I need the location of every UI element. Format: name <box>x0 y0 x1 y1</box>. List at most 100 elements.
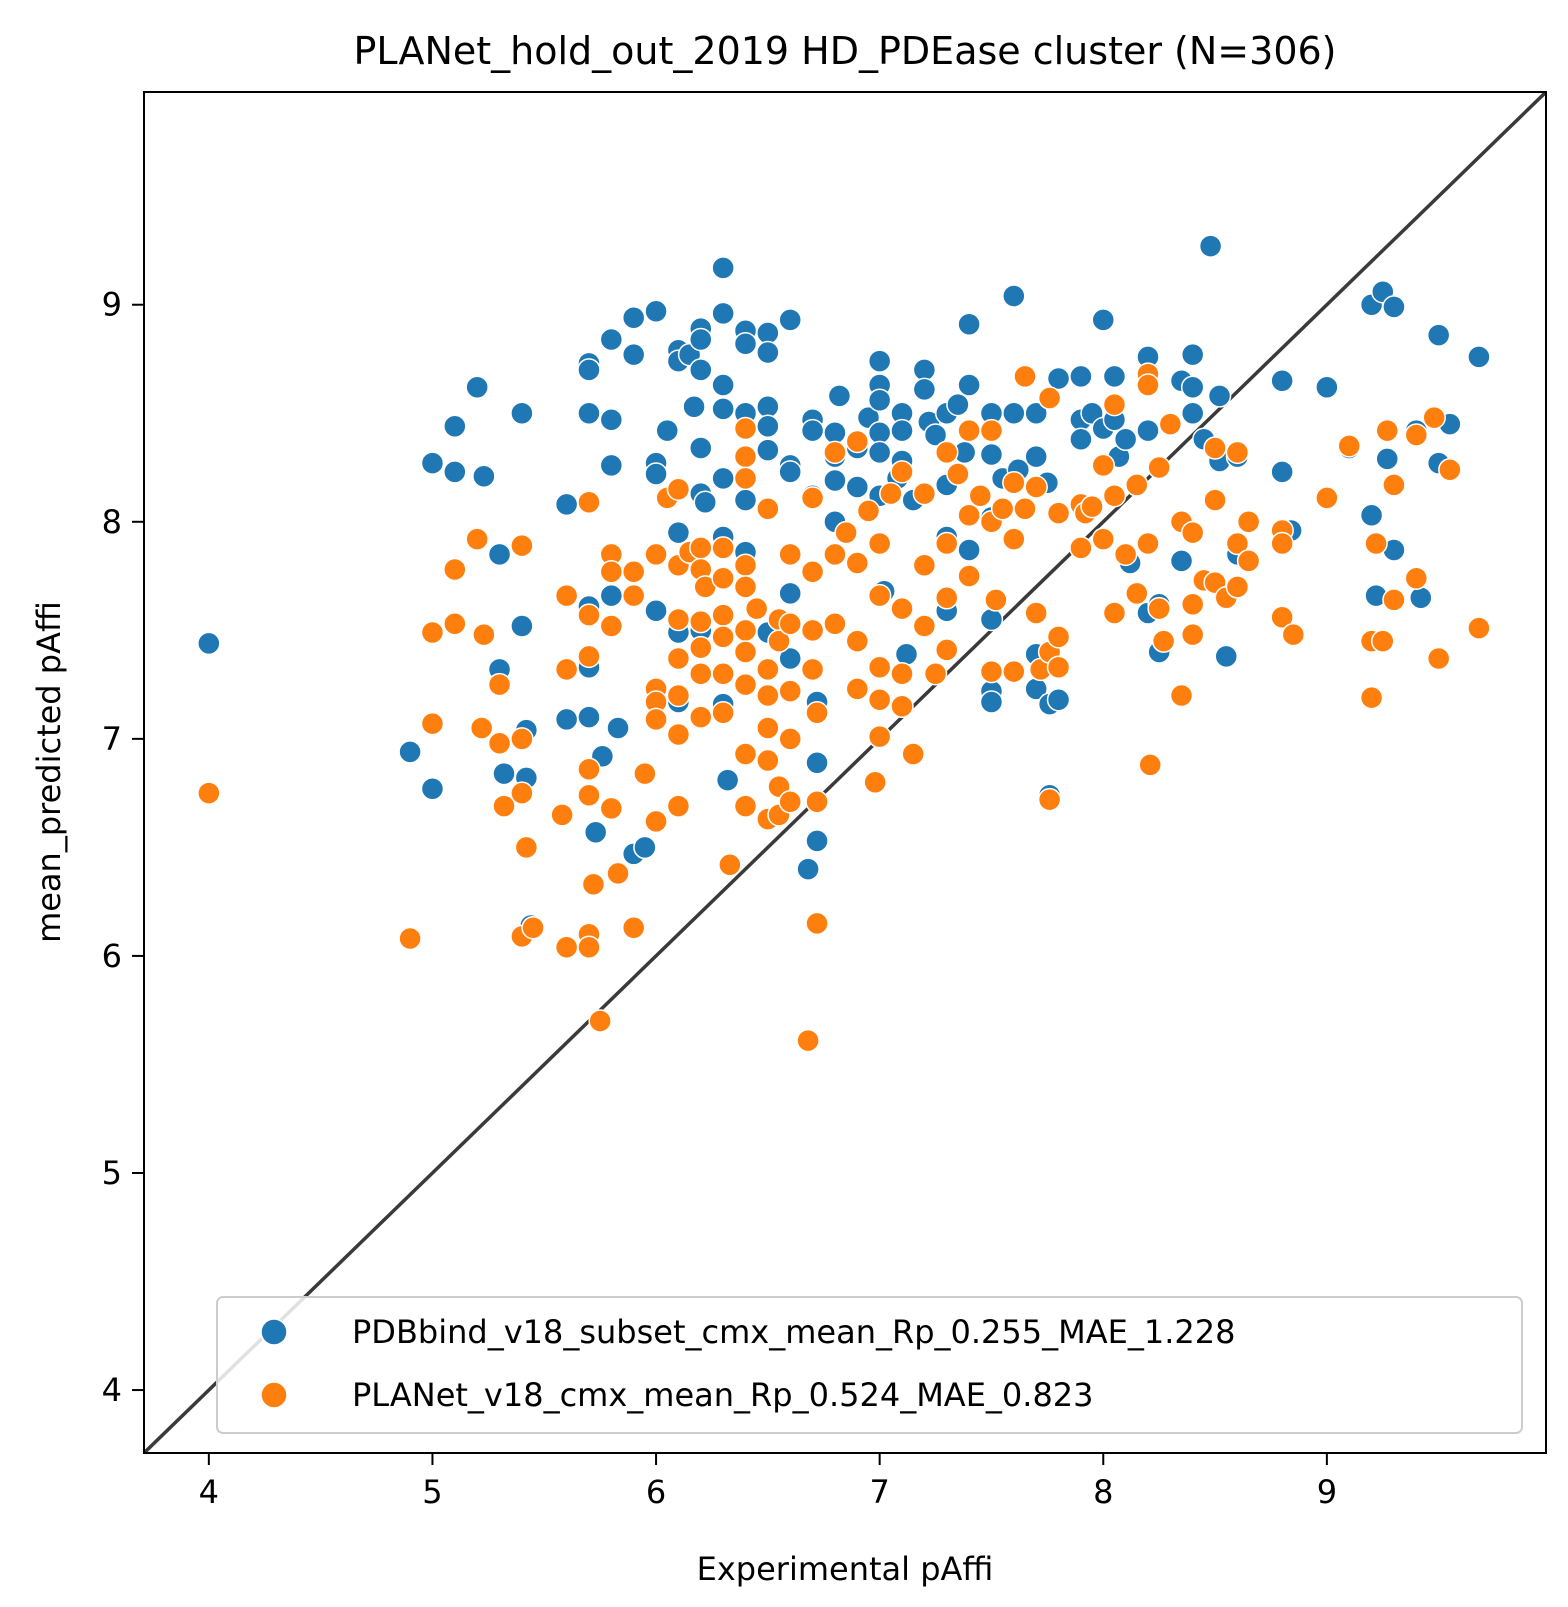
data-point <box>778 646 802 671</box>
data-point <box>510 781 534 805</box>
data-point <box>979 418 1004 443</box>
x-tick-label: 9 <box>1317 1473 1337 1511</box>
y-tick-label: 9 <box>102 286 122 324</box>
data-point <box>1180 520 1205 545</box>
data-point <box>867 655 892 679</box>
data-point <box>890 460 914 484</box>
data-point <box>689 436 713 460</box>
data-point <box>1225 531 1250 556</box>
data-point <box>957 373 981 397</box>
data-point <box>845 475 870 499</box>
data-point <box>800 618 825 643</box>
data-point <box>577 783 601 808</box>
data-point <box>689 536 713 560</box>
data-point <box>554 583 579 608</box>
data-point <box>689 358 713 382</box>
data-point <box>1236 549 1261 573</box>
data-point <box>577 490 601 515</box>
data-point <box>1102 483 1127 508</box>
data-point <box>1438 457 1462 482</box>
data-point <box>492 761 516 786</box>
data-point <box>923 423 948 447</box>
data-point <box>979 442 1004 467</box>
data-point <box>1375 418 1399 443</box>
data-point <box>934 586 959 610</box>
data-point <box>756 414 780 439</box>
data-point <box>1426 323 1451 347</box>
data-point <box>867 388 892 412</box>
data-point <box>510 533 534 558</box>
data-point <box>805 829 829 853</box>
data-point <box>894 642 919 666</box>
data-point <box>957 538 981 562</box>
data-point <box>823 468 847 493</box>
data-point <box>1180 622 1205 647</box>
data-point <box>689 635 713 660</box>
data-point <box>577 401 601 426</box>
data-point <box>1046 688 1071 712</box>
data-point <box>845 629 870 653</box>
data-point <box>912 614 937 638</box>
data-point <box>711 256 735 280</box>
data-point <box>599 583 624 608</box>
data-point <box>550 803 574 827</box>
legend-marker-planet <box>260 1381 288 1409</box>
data-point <box>510 401 534 426</box>
data-point <box>472 464 496 488</box>
data-point <box>744 596 769 621</box>
data-point <box>689 661 713 686</box>
data-point <box>968 483 993 508</box>
data-point <box>577 358 601 382</box>
data-point <box>1037 787 1062 812</box>
data-point <box>767 629 791 653</box>
data-point <box>1225 440 1250 465</box>
data-point <box>1002 401 1026 426</box>
x-tick-label: 8 <box>1093 1473 1113 1511</box>
data-point <box>890 596 914 621</box>
data-point <box>733 794 758 818</box>
data-point <box>554 707 579 732</box>
data-point <box>487 542 512 567</box>
data-point <box>901 742 925 766</box>
x-tick-label: 5 <box>422 1473 442 1511</box>
data-point <box>711 301 735 326</box>
data-point <box>465 375 489 399</box>
data-point <box>621 342 646 367</box>
data-point <box>800 559 825 584</box>
data-point <box>666 683 691 708</box>
data-point <box>733 444 758 469</box>
data-point <box>823 440 847 465</box>
data-point <box>1467 616 1491 640</box>
data-point <box>689 327 713 352</box>
data-point <box>1382 295 1406 319</box>
data-point <box>756 683 780 708</box>
data-point <box>1180 342 1205 367</box>
data-point <box>990 497 1015 521</box>
data-point <box>756 321 780 345</box>
data-point <box>1371 629 1395 653</box>
data-point <box>867 688 892 712</box>
data-point <box>1180 592 1205 617</box>
data-point <box>689 705 713 729</box>
data-point <box>1359 685 1384 710</box>
data-point <box>711 625 735 649</box>
data-point <box>778 542 802 567</box>
data-point <box>398 740 422 764</box>
data-point <box>577 644 601 669</box>
data-point <box>606 716 630 740</box>
data-point <box>805 911 829 936</box>
data-point <box>711 397 735 421</box>
data-point <box>472 622 496 647</box>
data-point <box>492 794 516 818</box>
data-point <box>577 705 601 729</box>
data-point <box>1136 531 1160 556</box>
data-point <box>867 583 892 608</box>
data-point <box>398 926 422 951</box>
data-point <box>1046 501 1071 525</box>
data-point <box>912 553 937 577</box>
data-point <box>778 727 802 751</box>
data-point <box>1169 683 1194 708</box>
data-point <box>1214 644 1238 669</box>
data-point <box>1169 549 1194 573</box>
data-point <box>711 466 735 491</box>
